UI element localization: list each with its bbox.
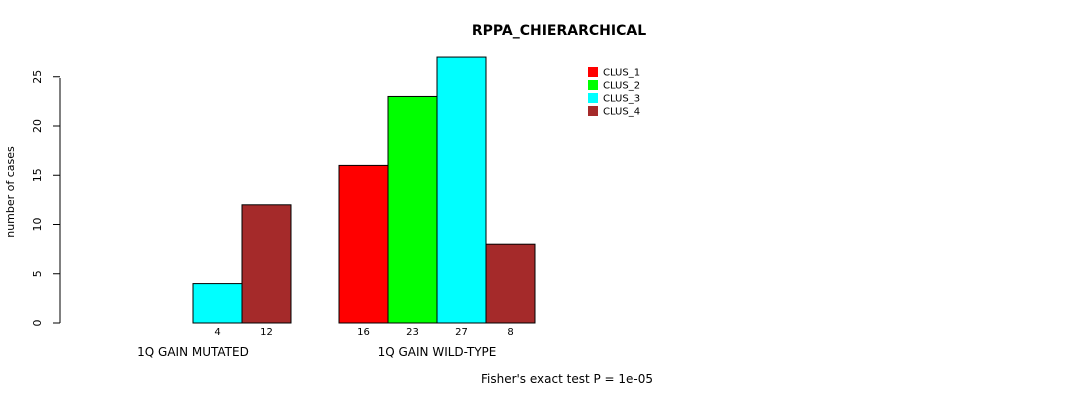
legend-label: CLUS_1 xyxy=(603,68,640,79)
group-label: 1Q GAIN MUTATED xyxy=(137,345,249,359)
bars xyxy=(192,56,536,324)
bar-count-label: 12 xyxy=(260,327,273,338)
y-tick-label: 10 xyxy=(31,218,44,232)
group-label: 1Q GAIN WILD-TYPE xyxy=(378,345,497,359)
legend-label: CLUS_3 xyxy=(603,94,640,105)
bar-clus-1-2 xyxy=(338,164,389,324)
y-tick-label: 0 xyxy=(31,320,44,327)
bar-count-label: 16 xyxy=(357,327,370,338)
legend-swatch xyxy=(588,80,598,90)
bar-clus-4-2 xyxy=(485,243,536,324)
y-tick-label: 5 xyxy=(31,270,44,277)
legend-swatch xyxy=(588,106,598,116)
y-axis-ticks: 0 5 10 15 20 25 xyxy=(31,70,60,327)
legend-swatch xyxy=(588,93,598,103)
y-axis-label: number of cases xyxy=(4,146,17,238)
bar-count-labels: 4 12 16 23 27 8 xyxy=(214,327,513,338)
chart-title: RPPA_CHIERARCHICAL xyxy=(472,23,646,39)
bar-clus-3-2 xyxy=(436,56,487,324)
y-tick-label: 20 xyxy=(31,119,44,133)
y-tick-label: 25 xyxy=(31,70,44,84)
y-tick-label: 15 xyxy=(31,168,44,182)
group-labels: 1Q GAIN MUTATED 1Q GAIN WILD-TYPE xyxy=(137,345,496,359)
bar-count-label: 23 xyxy=(406,327,419,338)
bar-clus-2-2 xyxy=(387,95,438,324)
legend-swatch xyxy=(588,67,598,77)
bar-count-label: 4 xyxy=(214,327,220,338)
legend: CLUS_1 CLUS_2 CLUS_3 CLUS_4 xyxy=(588,67,640,118)
legend-label: CLUS_4 xyxy=(603,107,640,118)
legend-label: CLUS_2 xyxy=(603,81,640,92)
bar-clus-4-1 xyxy=(241,204,292,324)
bar-clus-3-1 xyxy=(192,283,243,324)
fisher-test-footnote: Fisher's exact test P = 1e-05 xyxy=(481,372,653,386)
bar-count-label: 8 xyxy=(507,327,513,338)
bar-count-label: 27 xyxy=(455,327,468,338)
